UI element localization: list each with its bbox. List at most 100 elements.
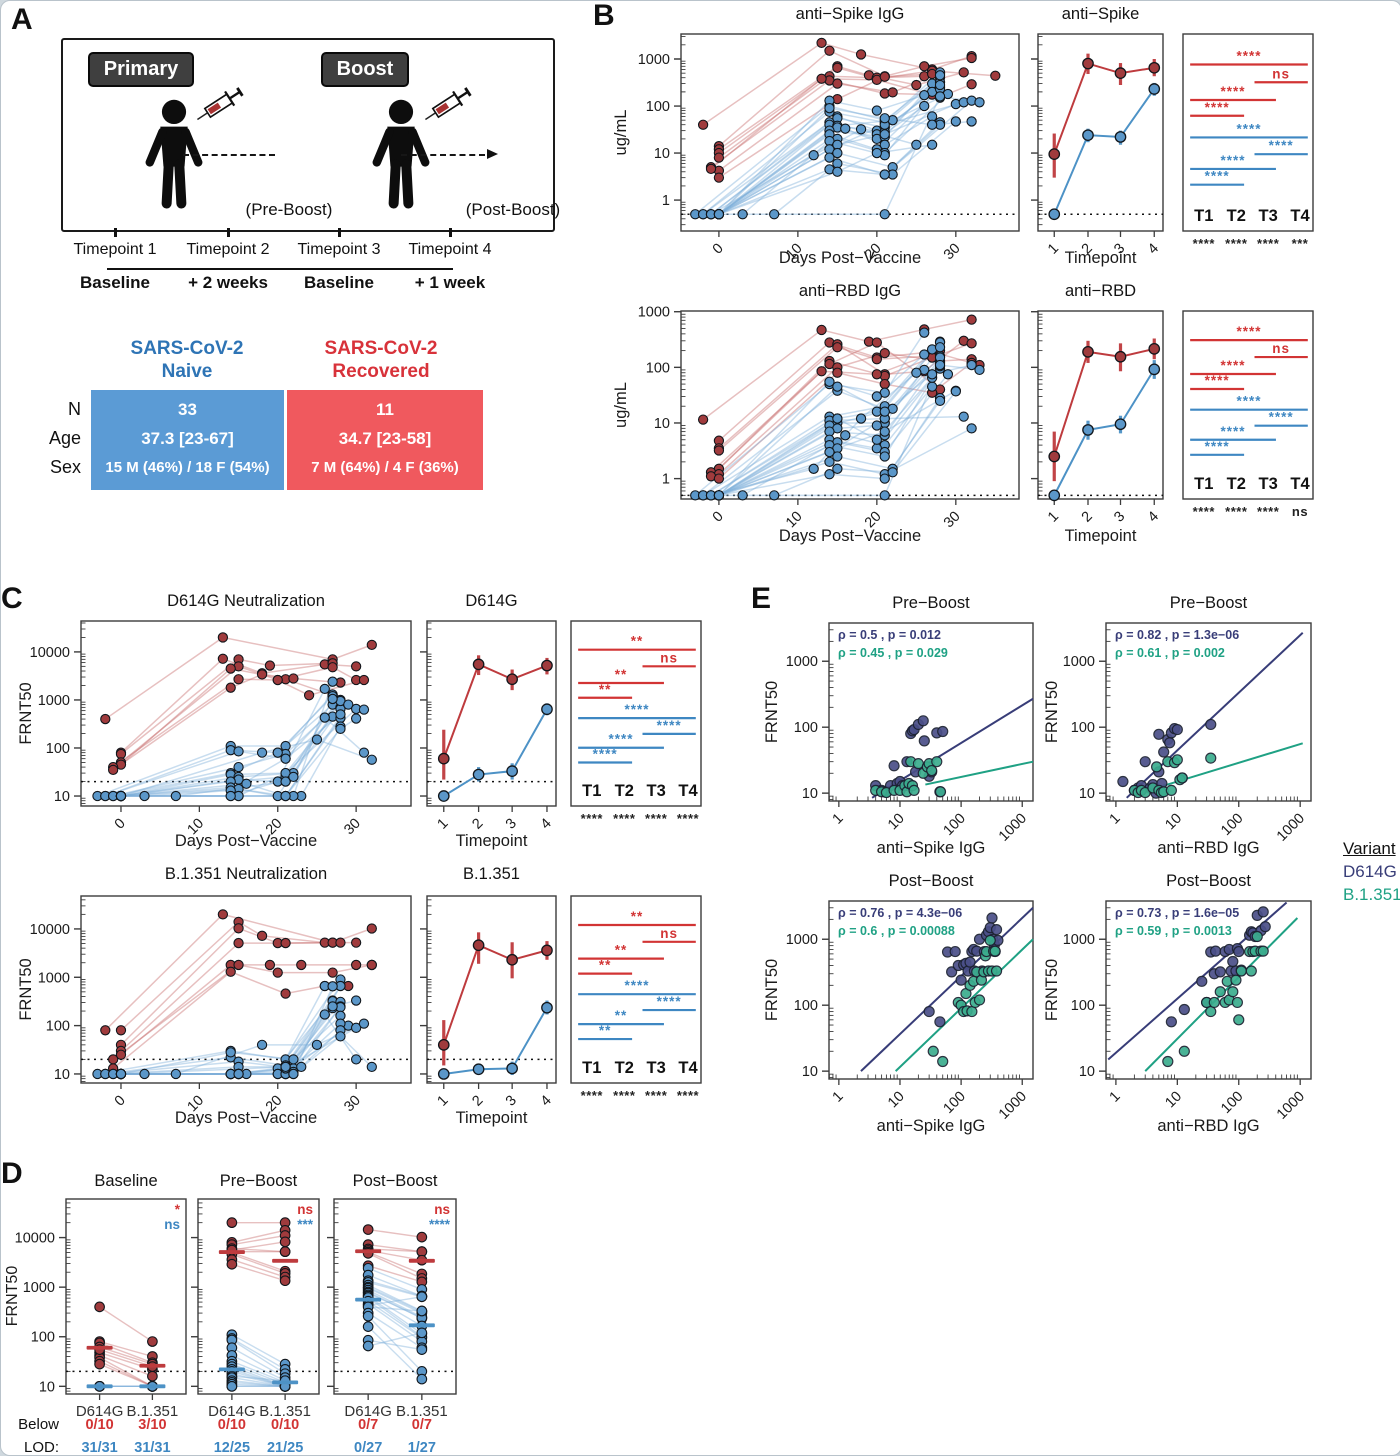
svg-text:D614G: D614G (465, 592, 517, 610)
svg-text:10: 10 (654, 146, 670, 162)
svg-text:2: 2 (1079, 509, 1096, 526)
naive-column: 33 37.3 [23-67] 15 M (46%) / 18 F (54%) (91, 390, 284, 490)
timeline-tick (338, 228, 341, 237)
legend-title: Variant (1343, 839, 1396, 858)
svg-text:****: **** (657, 994, 682, 1009)
svg-text:Post−Boost: Post−Boost (353, 1172, 438, 1190)
boost-vaccine-badge: Boost (321, 52, 409, 87)
person-icon (145, 99, 203, 209)
svg-text:0: 0 (112, 1093, 129, 1110)
svg-text:ns: ns (164, 1217, 180, 1232)
svg-text:Timepoint: Timepoint (456, 1109, 528, 1127)
svg-text:21/25: 21/25 (267, 1440, 303, 1455)
svg-text:T2: T2 (1227, 475, 1246, 493)
svg-text:31/31: 31/31 (134, 1440, 170, 1455)
svg-text:****: **** (1257, 504, 1280, 519)
svg-text:100: 100 (794, 720, 818, 736)
svg-text:2: 2 (469, 816, 486, 833)
svg-text:ρ = 0.6 , p = 0.00088: ρ = 0.6 , p = 0.00088 (838, 924, 955, 938)
variant-legend: Variant D614G B.1.351 (1343, 837, 1400, 906)
row-label-sex: Sex (49, 457, 81, 477)
svg-text:T4: T4 (1290, 207, 1310, 225)
svg-text:1: 1 (1107, 1089, 1124, 1106)
svg-text:****: **** (1221, 424, 1246, 439)
svg-text:****: **** (581, 811, 604, 826)
svg-text:10: 10 (54, 789, 70, 805)
svg-text:1000: 1000 (38, 693, 70, 709)
svg-text:1000: 1000 (638, 52, 670, 68)
cohort-table: SARS-CoV-2 Naive SARS-CoV-2 Recovered N Ag… (1, 321, 561, 521)
svg-text:****: **** (1225, 236, 1248, 251)
pre-boost-label: (Pre-Boost) (245, 200, 333, 219)
svg-text:12/25: 12/25 (214, 1440, 250, 1455)
svg-text:****: **** (1193, 504, 1216, 519)
svg-text:10: 10 (802, 786, 818, 802)
svg-text:0/7: 0/7 (412, 1417, 432, 1433)
svg-text:**: ** (615, 943, 628, 958)
svg-text:****: **** (429, 1217, 451, 1232)
arrowhead-icon (487, 149, 498, 159)
legend-item-b1351: B.1.351 (1343, 885, 1400, 904)
svg-text:ns: ns (660, 650, 678, 665)
svg-text:****: **** (1269, 410, 1294, 425)
svg-text:*: * (175, 1202, 181, 1217)
svg-text:100: 100 (1071, 720, 1095, 736)
svg-text:Days Post−Vaccine: Days Post−Vaccine (779, 249, 921, 267)
svg-text:B.1.351: B.1.351 (127, 1403, 179, 1420)
recovered-header: SARS-CoV-2 Recovered (324, 338, 438, 382)
svg-text:****: **** (1193, 236, 1216, 251)
svg-text:100: 100 (941, 811, 969, 839)
recovered-age: 34.7 [23-58] (338, 429, 432, 448)
svg-text:****: **** (1205, 169, 1230, 184)
svg-text:****: **** (1205, 373, 1230, 388)
timeline-underline (107, 268, 453, 270)
svg-text:D614G: D614G (208, 1403, 256, 1420)
svg-text:T1: T1 (582, 1059, 601, 1077)
svg-text:10: 10 (1162, 1089, 1185, 1112)
svg-text:10000: 10000 (30, 922, 70, 938)
schedule-plus-2-weeks: + 2 weeks (188, 273, 268, 292)
svg-text:0/7: 0/7 (358, 1417, 378, 1433)
svg-text:T4: T4 (678, 782, 698, 800)
anti-spike-significance-panel: **** ns **** **** **** **** **** **** T1 T2 T3 T4 **… (1176, 1, 1321, 273)
timeline-tick (114, 228, 117, 237)
svg-text:****: **** (1205, 100, 1230, 115)
recovered-column: 11 34.7 [23-58] 7 M (64%) / 4 F (36%) (287, 390, 483, 490)
svg-text:1000: 1000 (638, 305, 670, 321)
svg-text:****: **** (1236, 324, 1261, 339)
svg-text:0/10: 0/10 (271, 1417, 299, 1433)
syringe-icon (425, 87, 472, 121)
svg-text:ρ = 0.61 , p = 0.002: ρ = 0.61 , p = 0.002 (1115, 646, 1225, 660)
syringe-icon (197, 87, 244, 121)
svg-text:anti−Spike IgG: anti−Spike IgG (877, 1117, 986, 1135)
svg-text:30: 30 (341, 1093, 364, 1116)
svg-text:ug/mL: ug/mL (612, 382, 630, 428)
svg-text:1000: 1000 (1274, 811, 1308, 845)
svg-text:anti−RBD IgG: anti−RBD IgG (1157, 839, 1259, 857)
svg-text:1000: 1000 (996, 1089, 1030, 1123)
svg-text:***: *** (297, 1217, 314, 1232)
preboost-rbd-correlation-plot: 10 100 1000 1 10 100 1000 Pre−Boost anti−RBD IgG… (1041, 581, 1326, 866)
panel-c-label: C (1, 582, 23, 615)
svg-text:1: 1 (435, 816, 452, 833)
svg-text:30: 30 (941, 241, 964, 264)
svg-text:10: 10 (1079, 1064, 1095, 1080)
svg-text:Pre−Boost: Pre−Boost (892, 594, 970, 612)
anti-spike-timepoint-plot: 1 2 3 4 anti−Spike Timepoint (1023, 1, 1173, 273)
svg-text:B.1.351: B.1.351 (259, 1403, 311, 1420)
svg-text:10: 10 (885, 1089, 908, 1112)
timeline-tick (227, 228, 230, 237)
svg-text:***: *** (1292, 236, 1309, 251)
svg-text:10: 10 (885, 811, 908, 834)
primary-vaccine-badge: Primary (88, 52, 194, 87)
svg-text:****: **** (677, 1088, 700, 1103)
svg-text:0/10: 0/10 (218, 1417, 246, 1433)
svg-text:1000: 1000 (996, 811, 1030, 845)
svg-text:****: **** (1236, 121, 1261, 136)
svg-text:10000: 10000 (30, 645, 70, 661)
panel-a-study-design: Primary Boost (1, 1, 571, 311)
svg-text:4: 4 (1145, 241, 1162, 258)
b1351-timepoint-plot: 1 2 3 4 B.1.351 Timepoint (416, 861, 566, 1156)
svg-text:FRNT50: FRNT50 (17, 958, 35, 1020)
svg-text:0/10: 0/10 (85, 1417, 113, 1433)
